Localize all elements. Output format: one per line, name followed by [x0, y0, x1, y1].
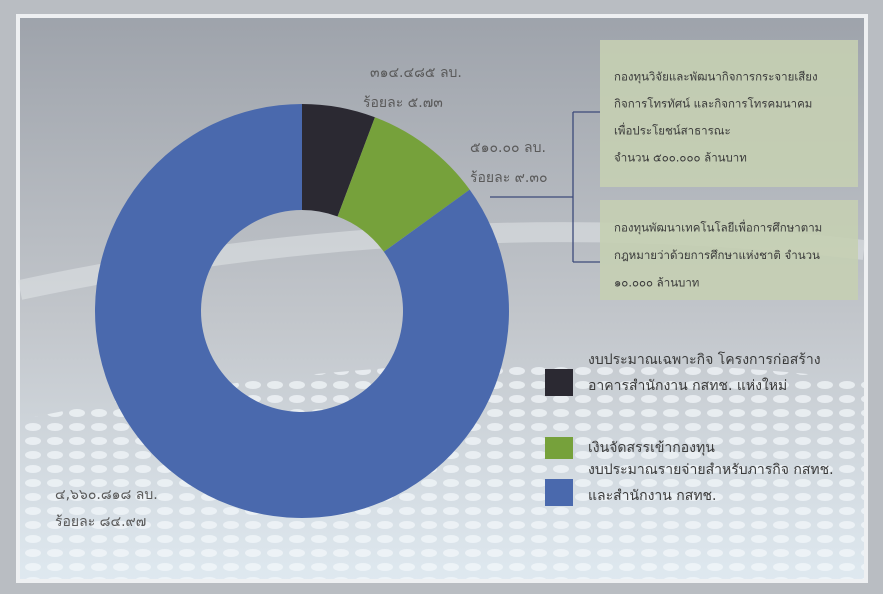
annotation-text: กิจการโทรทัศน์ และกิจการโทรคมนาคม [614, 97, 812, 111]
annotation-box [600, 200, 858, 300]
annotation-text: ๑๐.๐๐๐ ล้านบาท [614, 276, 699, 290]
legend-label: งบประมาณรายจ่ายสำหรับภารกิจ กสทช. [588, 462, 834, 478]
legend-label: เงินจัดสรรเข้ากองทุน [588, 440, 715, 456]
annotation-box [600, 40, 858, 187]
legend-label: อาคารสำนักงาน กสทช. แห่งใหม่ [588, 377, 787, 394]
value-label: ร้อยละ ๕.๗๓ [363, 95, 443, 111]
annotation-text: เพื่อประโยชน์สาธารณะ [614, 123, 731, 138]
value-label: ร้อยละ ๙.๓๐ [470, 170, 548, 186]
legend-swatch [545, 437, 573, 459]
legend-label: งบประมาณเฉพาะกิจ โครงการก่อสร้าง [588, 351, 821, 368]
donut-slice [94, 104, 510, 518]
amount-label: ๓๑๔.๔๘๕ ลบ. [370, 65, 462, 81]
connector [490, 111, 600, 263]
annotation-text: จำนวน ๕๐๐.๐๐๐ ล้านบาท [614, 151, 747, 165]
legend-swatch [545, 369, 573, 396]
legend-label: และสำนักงาน กสทช. [588, 488, 717, 504]
value-label: ร้อยละ ๘๔.๙๗ [55, 514, 146, 530]
donut-slice [302, 104, 375, 217]
amount-label: ๕๑๐.๐๐ ลบ. [470, 140, 546, 156]
annotation-text: กองทุนพัฒนาเทคโนโลยีเพื่อการศึกษาตาม [614, 220, 822, 235]
annotation-text: กฎหมายว่าด้วยการศึกษาแห่งชาติ จำนวน [614, 248, 820, 262]
annotation-text: กองทุนวิจัยและพัฒนากิจการกระจายเสียง [614, 70, 818, 84]
donut-slice [337, 117, 470, 252]
legend-swatch [545, 479, 573, 506]
amount-label: ๔,๖๖๐.๘๑๘ ลบ. [55, 487, 158, 503]
